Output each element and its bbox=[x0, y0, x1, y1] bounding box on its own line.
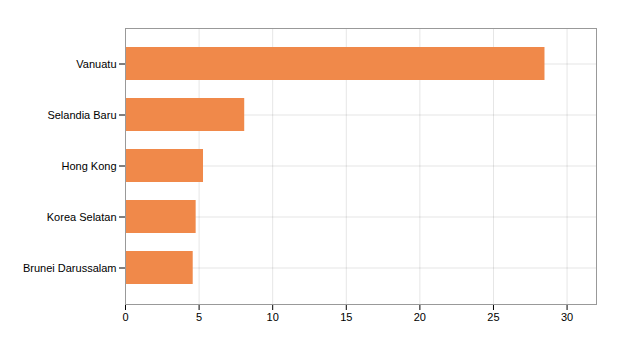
svg-text:Vanuatu: Vanuatu bbox=[76, 58, 116, 70]
svg-text:5: 5 bbox=[196, 311, 202, 323]
svg-text:Selandia Baru: Selandia Baru bbox=[47, 109, 116, 121]
svg-text:Korea Selatan: Korea Selatan bbox=[47, 211, 117, 223]
svg-text:30: 30 bbox=[561, 311, 573, 323]
svg-text:0: 0 bbox=[122, 311, 128, 323]
svg-text:Brunei Darussalam: Brunei Darussalam bbox=[23, 262, 117, 274]
svg-text:15: 15 bbox=[340, 311, 352, 323]
svg-text:25: 25 bbox=[487, 311, 499, 323]
svg-text:10: 10 bbox=[267, 311, 279, 323]
svg-text:Hong Kong: Hong Kong bbox=[61, 160, 116, 172]
svg-text:20: 20 bbox=[414, 311, 426, 323]
